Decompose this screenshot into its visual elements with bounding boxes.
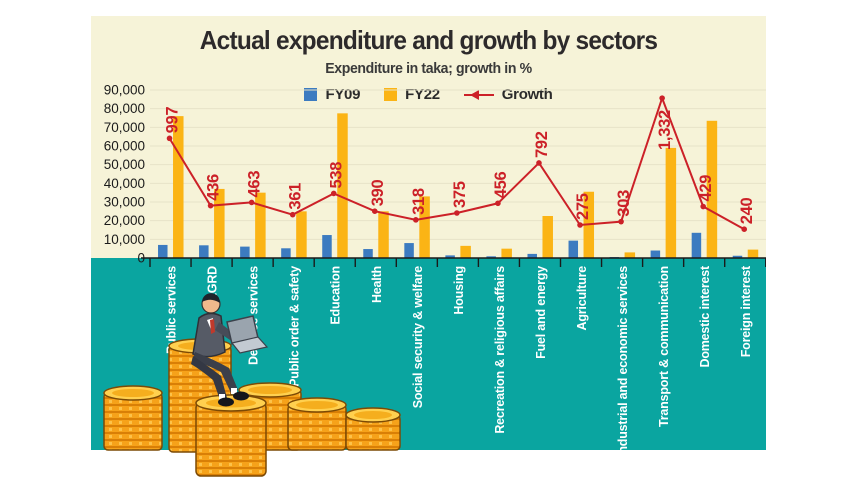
y-tick-label: 70,000 xyxy=(104,120,145,135)
coin-stack xyxy=(345,407,401,451)
growth-line-icon xyxy=(463,89,494,100)
fy22-bar xyxy=(460,245,471,258)
growth-marker xyxy=(413,217,419,223)
fy09-bar xyxy=(445,255,455,258)
coin-stack xyxy=(287,397,347,451)
fy09-bar xyxy=(527,253,537,258)
fy09-bar xyxy=(732,255,743,258)
fy22-bar xyxy=(378,211,389,258)
fy09-bar xyxy=(486,256,496,258)
growth-marker xyxy=(454,210,460,216)
fy09-bar xyxy=(691,232,702,258)
fy22-bar xyxy=(706,120,718,258)
growth-marker xyxy=(207,202,214,209)
growth-value-label: 429 xyxy=(697,175,715,202)
growth-value-label: 456 xyxy=(492,172,510,199)
fy09-bar xyxy=(363,249,373,258)
y-tick-label: 10,000 xyxy=(104,232,145,247)
fy09-bar xyxy=(158,244,168,258)
coin-stack xyxy=(103,385,163,451)
growth-value-label: 361 xyxy=(287,183,305,210)
growth-value-label: 275 xyxy=(574,193,592,220)
fy22-bar xyxy=(747,249,759,258)
growth-marker xyxy=(248,199,255,206)
man-with-laptop-illustration xyxy=(191,293,269,407)
y-tick-label: 90,000 xyxy=(104,83,145,98)
fy22-bar xyxy=(173,116,184,258)
coin-stack xyxy=(195,394,267,477)
fy22-bar xyxy=(296,211,307,258)
y-tick-label: 30,000 xyxy=(104,195,145,210)
growth-value-label: 1,332 xyxy=(656,110,674,150)
fy22-bar xyxy=(501,248,512,258)
category-label: LGRD xyxy=(206,266,220,301)
growth-marker xyxy=(166,135,173,142)
category-label: Public order & safety xyxy=(288,266,302,387)
fy22-swatch-icon xyxy=(384,88,398,101)
growth-value-label: 375 xyxy=(451,181,469,208)
category-label: Public services xyxy=(165,266,179,354)
category-label: Domestic interest xyxy=(698,265,712,368)
category-label: Industrial and economic services xyxy=(616,266,630,450)
category-label: Recreation & religious affairs xyxy=(493,266,507,434)
growth-value-label: 390 xyxy=(369,179,387,206)
fy22-bar xyxy=(542,216,553,258)
fy22-bar xyxy=(665,147,677,258)
category-label: Housing xyxy=(452,266,466,315)
growth-value-label: 538 xyxy=(328,162,346,189)
growth-marker xyxy=(371,208,378,214)
growth-value-label: 240 xyxy=(738,197,756,224)
growth-marker xyxy=(618,218,624,225)
growth-marker xyxy=(659,95,665,101)
growth-marker xyxy=(495,200,501,207)
growth-marker xyxy=(741,226,748,232)
fy09-bar xyxy=(650,250,661,258)
fy22-bar xyxy=(337,113,348,258)
growth-value-label: 318 xyxy=(410,188,428,215)
chart-panel: Actual expenditure and growth by sectors… xyxy=(91,16,766,450)
growth-line-stroke xyxy=(463,93,494,96)
fy22-bar xyxy=(255,192,266,258)
coins-illustration xyxy=(103,293,401,477)
fy09-bar xyxy=(568,240,579,258)
category-label: Education xyxy=(329,266,343,325)
y-tick-label: 80,000 xyxy=(104,101,145,116)
y-tick-label: 20,000 xyxy=(104,213,145,228)
category-label: Health xyxy=(370,266,384,303)
fy09-bar xyxy=(281,248,291,258)
category-label: Agriculture xyxy=(575,266,589,331)
growth-value-label: 463 xyxy=(246,171,264,198)
y-tick-label: 50,000 xyxy=(104,157,145,172)
fy09-bar xyxy=(240,246,250,258)
chart-subtitle: Expenditure in taka; growth in % xyxy=(325,60,532,77)
category-label: Social security & welfare xyxy=(411,266,425,409)
fy22-bar xyxy=(624,252,636,258)
category-label: Transport & communication xyxy=(657,266,671,427)
fy22-bar xyxy=(419,196,430,258)
growth-marker xyxy=(289,211,296,218)
growth-value-label: 436 xyxy=(205,174,223,201)
expenditure-growth-chart: 010,00020,00030,00040,00050,00060,00070,… xyxy=(104,83,766,450)
fy09-swatch-icon xyxy=(304,88,318,101)
growth-value-label: 303 xyxy=(615,190,633,217)
chart-title: Actual expenditure and growth by sectors xyxy=(199,25,658,55)
fy09-bar xyxy=(404,243,414,258)
growth-arrow-marker xyxy=(469,89,479,100)
growth-marker xyxy=(700,203,706,210)
y-tick-label: 40,000 xyxy=(104,176,145,191)
fy09-bar xyxy=(199,245,209,258)
category-label: Fuel and energy xyxy=(534,266,548,359)
growth-marker xyxy=(536,160,542,166)
growth-value-label: 997 xyxy=(164,107,182,134)
y-tick-label: 60,000 xyxy=(104,139,145,154)
growth-marker xyxy=(330,190,337,197)
category-label: Foreign interest xyxy=(739,265,753,357)
fy09-bar xyxy=(322,235,332,258)
fy22-bar xyxy=(214,188,225,258)
growth-value-label: 792 xyxy=(533,131,551,158)
growth-marker xyxy=(577,222,583,228)
